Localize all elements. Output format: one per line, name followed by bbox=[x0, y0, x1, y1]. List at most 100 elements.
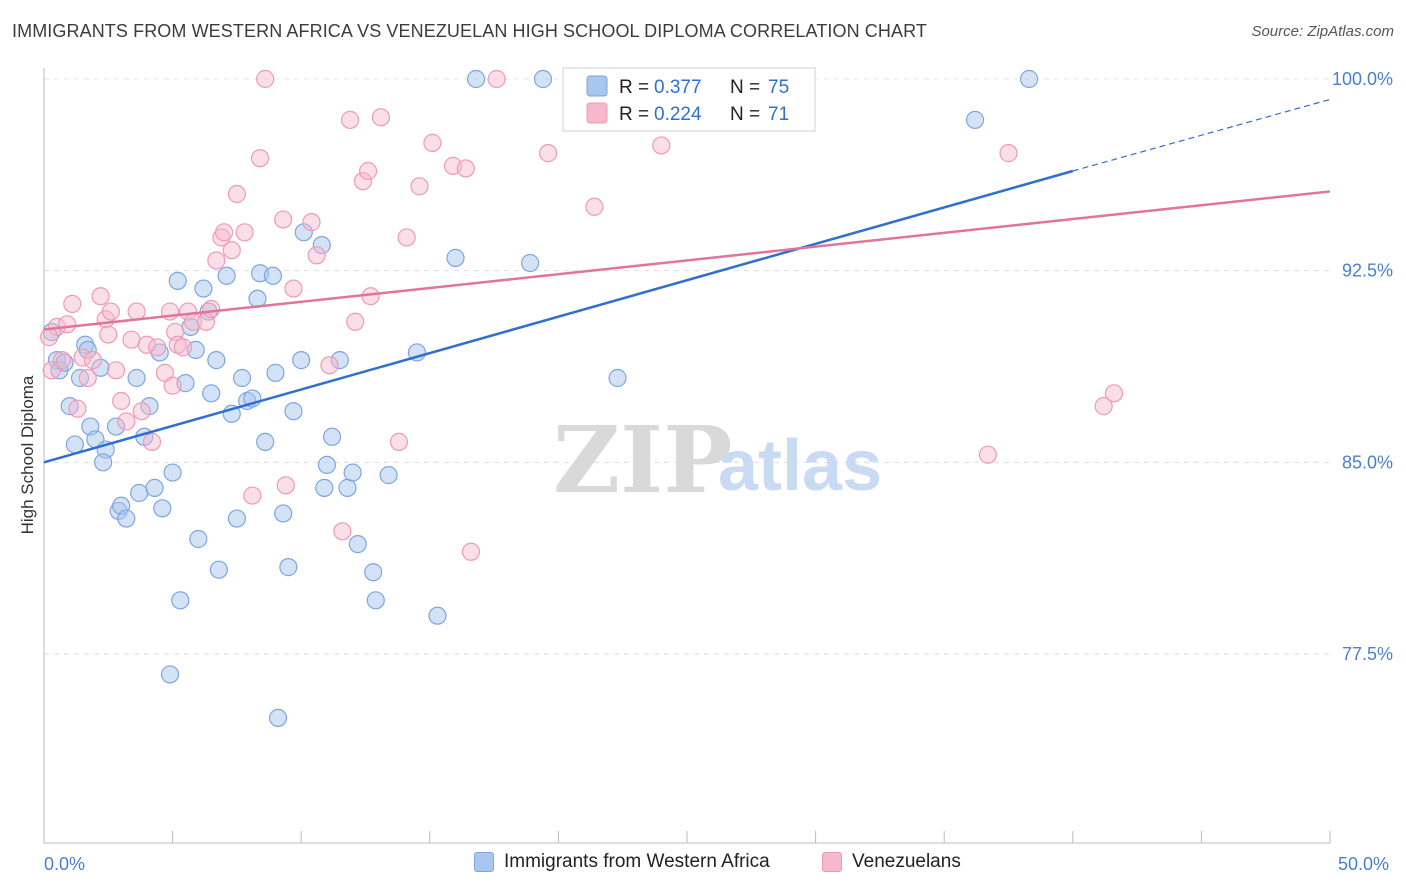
point-western-africa-35 bbox=[209, 560, 228, 579]
point-venezuelans-31 bbox=[212, 228, 231, 247]
points-series-2 bbox=[40, 69, 1124, 561]
point-venezuelans-65 bbox=[999, 144, 1018, 163]
point-western-africa-66 bbox=[446, 248, 465, 267]
point-western-africa-36 bbox=[217, 266, 236, 285]
y-tick-labels: 77.5% 85.0% 92.5% 100.0% bbox=[1332, 69, 1393, 664]
point-venezuelans-47 bbox=[346, 312, 365, 331]
point-venezuelans-66 bbox=[1094, 397, 1113, 416]
point-venezuelans-9 bbox=[91, 287, 110, 306]
point-venezuelans-20 bbox=[148, 338, 167, 357]
point-venezuelans-64 bbox=[978, 445, 998, 464]
trend-line-western-africa bbox=[43, 169, 1074, 464]
point-venezuelans-44 bbox=[320, 356, 339, 375]
point-venezuelans-52 bbox=[389, 432, 409, 451]
point-western-africa-16 bbox=[117, 509, 136, 528]
point-western-africa-60 bbox=[348, 535, 367, 554]
legend-n-label-2: N = bbox=[730, 104, 760, 125]
point-western-africa-58 bbox=[338, 478, 357, 497]
point-venezuelans-30 bbox=[207, 251, 226, 270]
point-venezuelans-2 bbox=[52, 351, 72, 370]
legend-n-value-2: 71 bbox=[768, 104, 789, 125]
point-venezuelans-29 bbox=[202, 299, 221, 319]
point-western-africa-67 bbox=[466, 69, 486, 89]
point-western-africa-44 bbox=[256, 432, 275, 451]
point-venezuelans-60 bbox=[539, 144, 558, 163]
point-venezuelans-51 bbox=[371, 108, 391, 127]
point-western-africa-56 bbox=[322, 427, 342, 446]
point-venezuelans-5 bbox=[68, 399, 87, 418]
point-venezuelans-57 bbox=[456, 159, 475, 178]
point-venezuelans-19 bbox=[142, 432, 162, 451]
point-venezuelans-42 bbox=[302, 213, 321, 232]
point-western-africa-48 bbox=[274, 504, 293, 523]
point-venezuelans-39 bbox=[274, 210, 293, 229]
x-tick-labels: 0.0% 50.0% bbox=[44, 854, 1389, 874]
legend-r-value-1: 0.377 bbox=[654, 77, 702, 98]
bottom-legend-label-1: Immigrants from Western Africa bbox=[504, 851, 770, 872]
point-western-africa-10 bbox=[91, 358, 110, 377]
point-venezuelans-68 bbox=[99, 325, 118, 344]
point-western-africa-68 bbox=[521, 253, 540, 273]
point-western-africa-17 bbox=[127, 368, 146, 388]
point-venezuelans-67 bbox=[1104, 384, 1124, 403]
point-venezuelans-34 bbox=[227, 184, 246, 204]
watermark-zip: ZIP bbox=[553, 406, 732, 514]
x-tick-label-min: 0.0% bbox=[44, 854, 85, 874]
point-western-africa-72 bbox=[1019, 69, 1039, 89]
point-venezuelans-69 bbox=[40, 328, 59, 347]
axes bbox=[43, 68, 1331, 844]
point-venezuelans-59 bbox=[487, 69, 506, 89]
point-western-africa-46 bbox=[266, 363, 285, 382]
point-venezuelans-12 bbox=[106, 361, 126, 380]
point-western-africa-33 bbox=[202, 384, 221, 403]
trend-line-venezuelans bbox=[43, 190, 1331, 331]
point-western-africa-69 bbox=[533, 69, 553, 89]
point-venezuelans-41 bbox=[284, 279, 303, 298]
point-venezuelans-40 bbox=[276, 476, 295, 495]
bottom-legend-swatch-2 bbox=[822, 852, 842, 872]
point-western-africa-39 bbox=[232, 368, 252, 388]
point-venezuelans-24 bbox=[168, 335, 187, 354]
grid-lines bbox=[44, 78, 1330, 655]
point-western-africa-52 bbox=[294, 223, 313, 242]
point-western-africa-62 bbox=[366, 591, 385, 610]
bottom-legend: Immigrants from Western Africa Venezuela… bbox=[0, 851, 1406, 879]
point-venezuelans-37 bbox=[250, 149, 270, 168]
legend-r-value-2: 0.224 bbox=[654, 104, 702, 125]
watermark: ZIP atlas bbox=[553, 406, 882, 514]
point-western-africa-5 bbox=[70, 368, 90, 388]
point-venezuelans-55 bbox=[423, 133, 442, 152]
point-western-africa-55 bbox=[317, 455, 337, 474]
point-western-africa-54 bbox=[315, 478, 334, 497]
point-venezuelans-48 bbox=[353, 172, 373, 191]
point-western-africa-25 bbox=[168, 271, 187, 290]
point-venezuelans-32 bbox=[214, 223, 234, 242]
point-venezuelans-54 bbox=[410, 177, 429, 196]
point-venezuelans-25 bbox=[173, 338, 192, 357]
bottom-legend-item-1: Immigrants from Western Africa bbox=[474, 851, 770, 873]
point-western-africa-51 bbox=[292, 351, 311, 370]
point-venezuelans-8 bbox=[83, 351, 102, 370]
point-western-africa-23 bbox=[153, 499, 172, 518]
point-venezuelans-14 bbox=[117, 412, 136, 431]
point-western-africa-24 bbox=[163, 463, 182, 482]
x-tick-label-max: 50.0% bbox=[1338, 854, 1389, 874]
point-venezuelans-7 bbox=[78, 368, 97, 388]
point-venezuelans-11 bbox=[101, 302, 120, 321]
point-venezuelans-36 bbox=[243, 486, 262, 505]
point-venezuelans-4 bbox=[63, 294, 82, 313]
y-tick-label-0: 77.5% bbox=[1342, 644, 1393, 664]
point-western-africa-49 bbox=[279, 558, 298, 577]
bottom-legend-item-2: Venezuelans bbox=[822, 851, 961, 873]
y-axis-label: High School Diploma bbox=[18, 375, 37, 534]
point-western-africa-71 bbox=[965, 110, 985, 129]
point-western-africa-57 bbox=[330, 351, 349, 370]
point-venezuelans-62 bbox=[652, 136, 671, 155]
point-western-africa-26 bbox=[171, 591, 190, 610]
point-western-africa-47 bbox=[268, 708, 288, 727]
point-venezuelans-43 bbox=[307, 246, 326, 265]
trend-line-western-africa-extension bbox=[1072, 98, 1331, 172]
legend-r-label-1: R = bbox=[619, 77, 649, 98]
point-western-africa-61 bbox=[364, 563, 383, 582]
point-venezuelans-38 bbox=[256, 69, 275, 89]
